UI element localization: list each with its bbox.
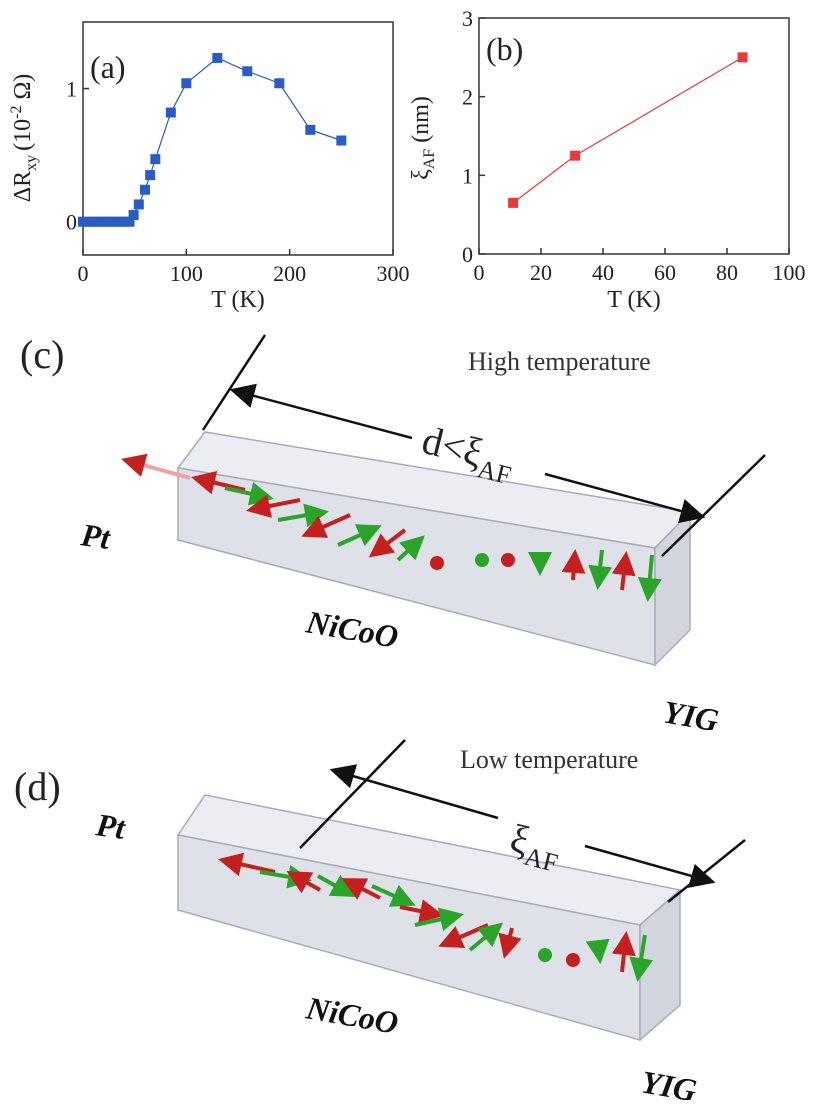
data-point bbox=[274, 78, 285, 89]
data-point bbox=[98, 216, 109, 227]
data-point bbox=[336, 135, 347, 146]
dimension-line bbox=[299, 739, 406, 849]
data-point bbox=[128, 210, 139, 221]
dimension-line bbox=[661, 454, 766, 557]
y-label-sup: -2 bbox=[8, 106, 25, 119]
y-tick-label: 0 bbox=[462, 242, 473, 267]
material-label: YIG bbox=[661, 693, 722, 738]
y-tick-label: 2 bbox=[462, 85, 473, 110]
y-axis-label: ξAF (nm) bbox=[408, 96, 438, 180]
data-point bbox=[165, 107, 176, 118]
plot-frame bbox=[478, 17, 790, 255]
panel-label: (d) bbox=[14, 764, 61, 809]
data-line bbox=[512, 56, 743, 204]
x-tick-label: 300 bbox=[377, 261, 410, 286]
box-side bbox=[639, 888, 681, 1042]
y-label-part: Ω) bbox=[10, 74, 36, 106]
y-label-part: ξ bbox=[408, 169, 434, 180]
material-label: Pt bbox=[78, 516, 113, 556]
data-point bbox=[93, 216, 104, 227]
data-point bbox=[242, 66, 253, 77]
x-tick-label: 0 bbox=[474, 260, 485, 285]
plot-frame bbox=[82, 21, 394, 256]
caption: High temperature bbox=[468, 347, 651, 376]
x-tick-label: 80 bbox=[716, 260, 738, 285]
data-point bbox=[181, 78, 192, 89]
x-tick-label: 60 bbox=[654, 260, 676, 285]
y-label-part: ΔR bbox=[10, 171, 36, 202]
y-label-sub: AF bbox=[421, 149, 438, 170]
x-tick-label: 200 bbox=[273, 261, 306, 286]
data-point bbox=[305, 124, 316, 135]
x-axis-label: T (K) bbox=[211, 287, 265, 313]
data-point bbox=[109, 216, 119, 227]
x-tick-label: 100 bbox=[170, 261, 203, 286]
x-tick-label: 40 bbox=[592, 260, 614, 285]
dimension-arrow bbox=[329, 764, 499, 820]
y-axis-label: ΔRxy (10-2 Ω) bbox=[8, 74, 40, 203]
y-tick-label: 1 bbox=[66, 77, 77, 102]
spin-arrows bbox=[218, 852, 654, 982]
data-point bbox=[145, 170, 156, 181]
data-point bbox=[103, 216, 114, 227]
diagram-c: (c) High temperature d<ξAF Pt NiCoO YIG bbox=[20, 332, 766, 738]
caption: Low temperature bbox=[460, 745, 638, 774]
dimension-arrow bbox=[584, 844, 716, 888]
data-point bbox=[140, 184, 150, 195]
data-point bbox=[150, 154, 161, 165]
data-point bbox=[570, 150, 581, 161]
dimension-line bbox=[201, 334, 267, 431]
data-point bbox=[88, 216, 99, 227]
panel-label: (c) bbox=[20, 332, 64, 377]
material-label: NiCoO bbox=[303, 603, 401, 655]
x-axis-label: T (K) bbox=[607, 287, 661, 313]
dimension-arrow bbox=[229, 383, 413, 440]
diagram-d: (d) Low temperature ξAF Pt NiCoO YIG bbox=[14, 739, 746, 1108]
spin-arrows bbox=[121, 453, 662, 602]
data-point bbox=[119, 216, 130, 227]
dimension-arrow bbox=[544, 472, 706, 524]
panel-label: (a) bbox=[90, 49, 126, 85]
y-tick-label: 0 bbox=[66, 210, 77, 235]
y-tick-label: 1 bbox=[462, 163, 473, 188]
data-point bbox=[114, 216, 125, 227]
length-text: d<ξ bbox=[418, 417, 487, 475]
x-tick-label: 100 bbox=[773, 260, 806, 285]
x-tick-label: 20 bbox=[530, 260, 552, 285]
material-label: NiCoO bbox=[303, 989, 401, 1041]
data-point bbox=[78, 216, 88, 227]
material-label: Pt bbox=[93, 806, 128, 846]
box-side bbox=[654, 510, 691, 667]
data-point bbox=[124, 216, 135, 227]
y-label-part: (10 bbox=[10, 119, 36, 151]
data-point bbox=[212, 52, 223, 63]
y-tick-label: 3 bbox=[462, 6, 473, 31]
panel-label: (b) bbox=[486, 31, 523, 67]
x-tick-label: 0 bbox=[78, 261, 89, 286]
material-label: YIG bbox=[639, 1063, 700, 1108]
data-point bbox=[508, 197, 519, 208]
data-point bbox=[83, 216, 94, 227]
data-point bbox=[133, 199, 144, 210]
data-point bbox=[737, 52, 748, 63]
y-label-sub: xy bbox=[23, 155, 40, 171]
dimension-line bbox=[667, 839, 746, 903]
y-label-part: (nm) bbox=[408, 96, 434, 149]
